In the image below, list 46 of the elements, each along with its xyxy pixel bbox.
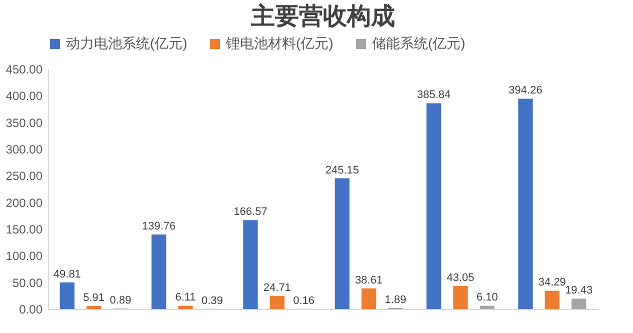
data-label: 49.81 [53,268,81,280]
data-label: 0.16 [293,294,315,307]
data-label: 245.15 [325,164,359,176]
bar [544,290,560,309]
bar [362,288,376,309]
chart-title: 主要营收构成 [250,2,395,30]
y-tick-label: 250.00 [6,169,43,184]
legend-label: 储能系统(亿元) [372,35,466,51]
legend-label: 动力电池系统(亿元) [66,35,188,51]
bar [60,282,74,309]
bar [243,220,258,309]
bar [334,178,350,309]
bar [480,306,494,309]
data-label: 1.89 [384,294,406,306]
y-tick-label: 150.00 [6,222,43,236]
y-tick-label: 300.00 [6,142,43,156]
y-tick-label: 200.00 [6,196,43,210]
data-label: 0.89 [110,294,132,307]
y-tick-label: 100.00 [6,249,43,264]
data-label: 6.11 [175,292,196,304]
data-label: 5.91 [83,292,105,304]
data-label: 385.84 [417,89,451,102]
data-label: 139.76 [142,220,176,232]
bar [453,286,468,309]
data-label: 43.05 [446,272,474,284]
bar [518,98,533,309]
y-tick-label: 350.00 [6,116,43,130]
data-label: 24.71 [263,282,291,294]
bar [270,296,284,309]
bar [152,234,166,309]
data-label: 0.39 [201,294,223,307]
data-label: 19.43 [565,284,593,297]
data-label: 34.29 [538,276,566,289]
data-label: 6.10 [476,292,498,304]
y-tick-label: 400.00 [6,89,43,104]
bar [86,306,102,309]
bar [572,298,586,309]
data-label: 38.61 [355,274,383,286]
y-tick-label: 450.00 [6,62,43,76]
bar [426,103,442,309]
y-tick-label: 50.00 [12,276,43,290]
y-tick-label: 0.00 [19,302,43,316]
data-label: 394.26 [508,84,542,97]
data-label: 166.57 [234,206,268,218]
legend-label: 锂电池材料(亿元) [225,35,334,51]
bar [178,306,193,309]
